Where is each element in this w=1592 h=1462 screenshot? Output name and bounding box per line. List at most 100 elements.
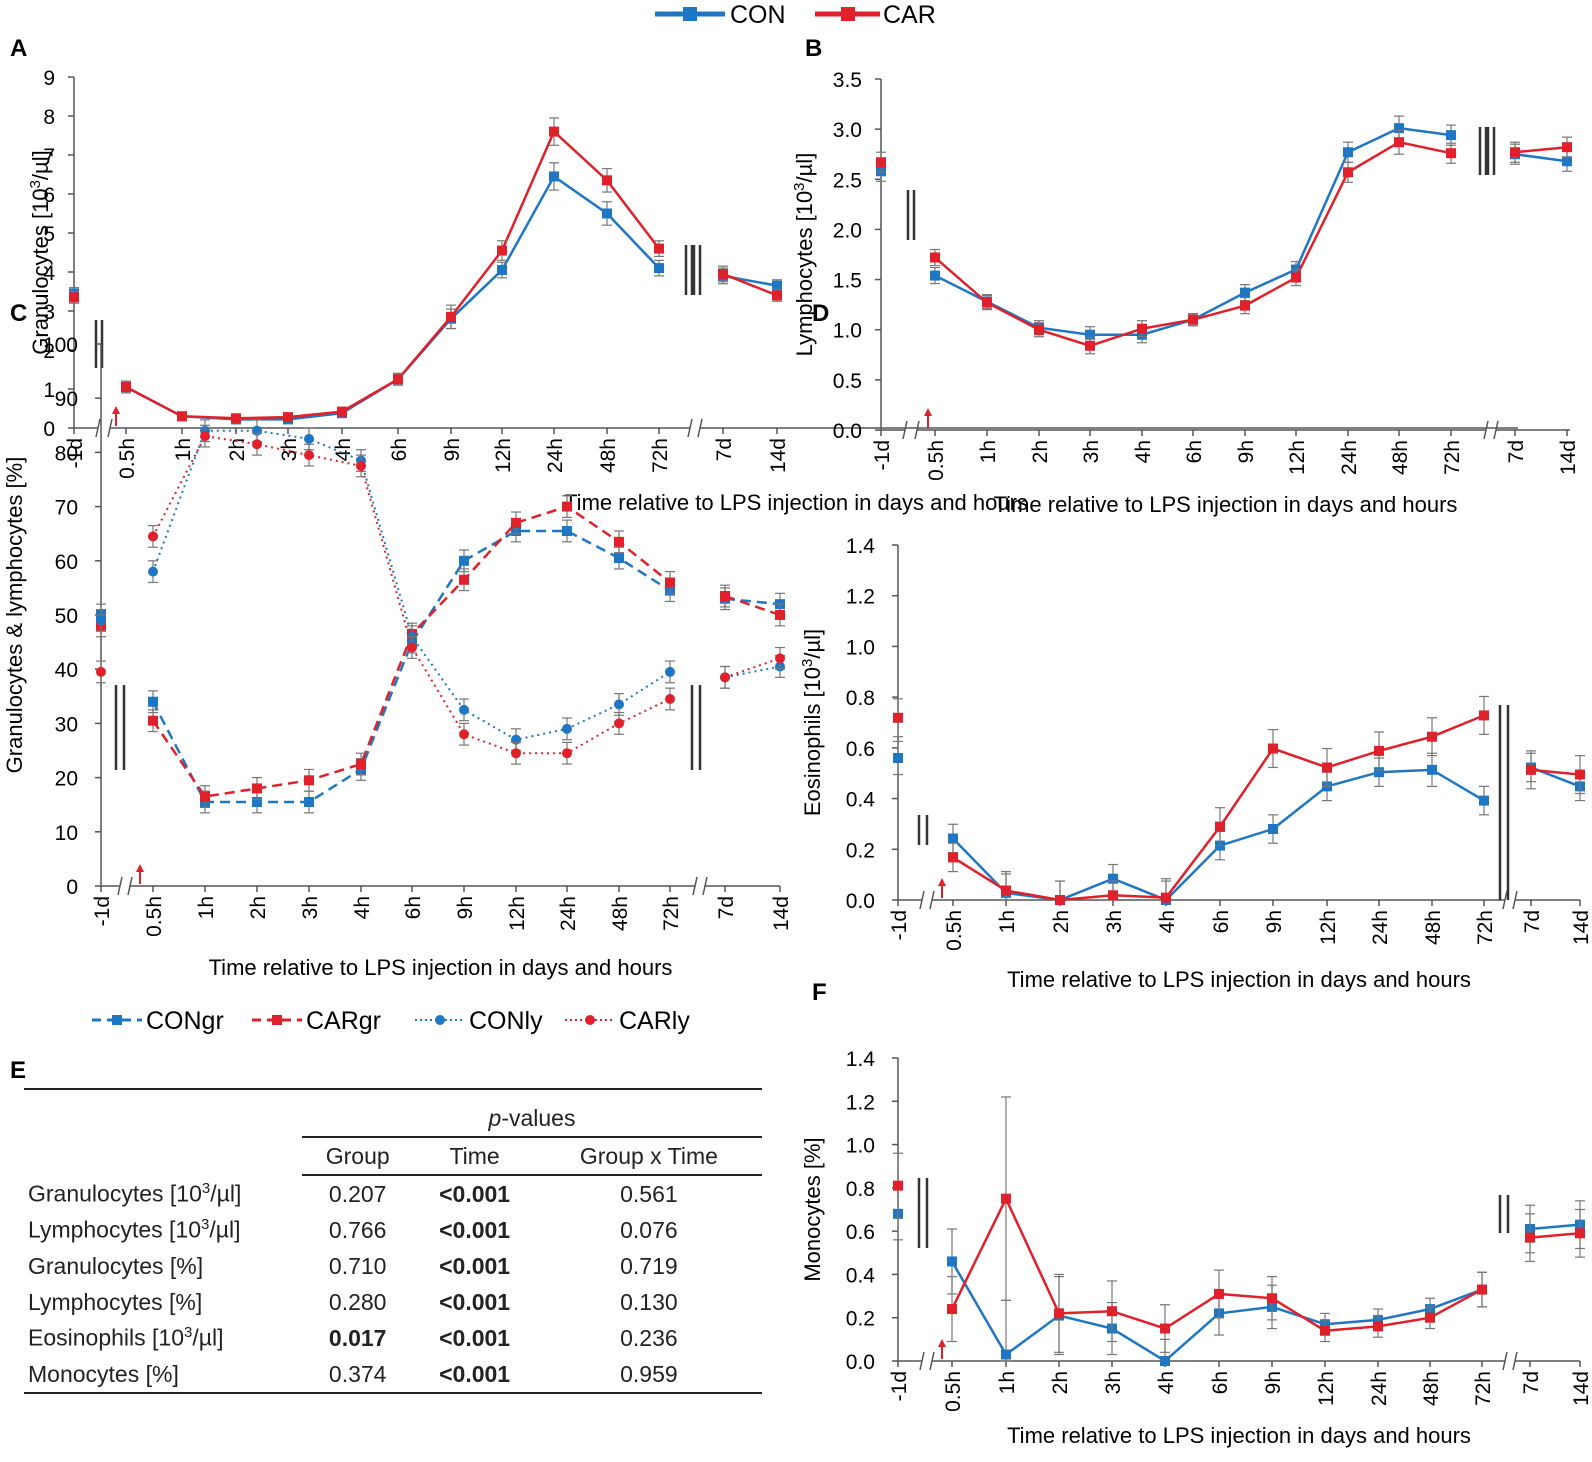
data-point: [200, 791, 210, 802]
data-point: [562, 501, 572, 512]
series-carly-line: [724, 657, 781, 679]
data-point: [459, 704, 469, 715]
data-point: [1267, 1293, 1277, 1304]
lps-arrow-icon: [938, 1339, 946, 1347]
data-point: [1479, 710, 1489, 721]
row-label-text: Lymphocytes [%]: [28, 1288, 203, 1315]
data-point: [1161, 892, 1171, 903]
row-label-sup: 3: [201, 1179, 211, 1197]
data-point: [148, 715, 158, 726]
x-tick-label: 48h: [1389, 440, 1412, 475]
x-tick-label: 7d: [1505, 440, 1528, 463]
x-tick-label: 0.5h: [116, 438, 139, 479]
y-tick-label: 0.5: [833, 370, 862, 393]
x-tick-label: 9h: [1263, 910, 1286, 933]
cell-time: <0.001: [439, 1252, 511, 1279]
legend-congr: CONgr: [92, 1007, 224, 1035]
data-point: [304, 450, 314, 461]
panel-label-a: A: [10, 35, 27, 62]
x-tick-label: 24h: [557, 896, 580, 931]
panel-a-chart: 0 1 2 3 4 5 6 7 8 9 -1d 0.5h 1h 2h 3h 4h 6h 9h 12h 24h 48h 72…: [27, 67, 1518, 515]
data-point: [562, 525, 572, 536]
x-tick-label: 6h: [1210, 910, 1233, 933]
axis-break-mark: [1493, 420, 1499, 440]
x-tick-label: 2h: [1050, 910, 1073, 933]
y-tick-label: 0.4: [846, 1264, 876, 1287]
x-tick-label: -1d: [888, 1371, 911, 1401]
y-tick-label: 4: [43, 262, 55, 285]
panel-label-e: E: [10, 1057, 26, 1084]
table-column-header-row: Group Time Group x Time: [24, 1137, 762, 1176]
series-carly-line: [152, 435, 671, 755]
row-label-sup: 3: [201, 1216, 210, 1234]
y-tick-label: 0.6: [846, 1221, 875, 1244]
data-point: [1477, 1284, 1487, 1295]
data-point: [1427, 731, 1437, 742]
data-point: [876, 157, 886, 168]
row-label-unit: /µl]: [192, 1324, 224, 1351]
data-point: [1575, 1228, 1585, 1239]
series-con-line: [934, 126, 1452, 336]
x-tick-label: 24h: [1338, 440, 1361, 475]
data-point: [1322, 762, 1332, 773]
series-car: [893, 1096, 1585, 1353]
cell-group-x-time: 0.130: [620, 1288, 678, 1315]
x-tick-label: 12h: [1317, 910, 1340, 945]
y-tick-label: 1.2: [846, 1091, 875, 1114]
series-conly-line: [152, 429, 671, 741]
data-point: [549, 171, 559, 182]
data-point: [1055, 895, 1065, 905]
y-tick-label: 0.0: [833, 420, 862, 443]
x-tick-label: 6h: [388, 438, 411, 461]
axis-break-mark: [127, 876, 133, 896]
data-point: [177, 411, 187, 422]
x-tick-label: 1h: [977, 440, 1000, 463]
data-point: [1394, 123, 1404, 134]
legend-conly-marker: [435, 1015, 445, 1025]
legend-cargr-label: CARgr: [306, 1007, 381, 1035]
data-point: [1034, 324, 1044, 335]
data-point: [654, 243, 664, 254]
y-tick-label: 0.8: [846, 1178, 875, 1201]
table-row: Granulocytes [%] 0.710 <0.001 0.719: [24, 1248, 762, 1284]
y-tick-label: 0.0: [846, 1351, 875, 1374]
data-point: [1374, 767, 1384, 778]
axis-break-mark: [687, 418, 693, 438]
axis-break-mark: [1483, 420, 1489, 440]
x-tick-label: 24h: [1368, 1371, 1391, 1406]
data-point: [252, 439, 262, 450]
cell-group-x-time: 0.959: [535, 1356, 762, 1394]
x-tick-label: 0.5h: [925, 440, 948, 481]
y-tick-label: 0.4: [846, 789, 876, 812]
y-tick-label: 50: [55, 605, 78, 628]
x-tick-label: 12h: [506, 896, 529, 931]
y-tick-label: 2.0: [833, 219, 862, 242]
y-tick-label: 1.0: [846, 1135, 875, 1158]
y-tick-label: 0.0: [846, 890, 875, 913]
axis-break-mark: [1512, 1351, 1518, 1371]
x-tick-label: 24h: [1369, 910, 1392, 945]
x-tick-label: 72h: [1441, 440, 1464, 475]
y-axis-label-sup: 3: [791, 182, 808, 190]
axis-break-mark: [1502, 890, 1508, 910]
data-point: [893, 712, 903, 723]
legend-congr-label: CONgr: [146, 1007, 224, 1035]
data-point: [1394, 137, 1404, 148]
panel-b-chart: 0.0 0.5 1.0 1.5 2.0 2.5 3.0 3.5 -1d 0.5h 1h 2h 3h 4h 6…: [791, 69, 1580, 517]
row-label-sup: 3: [184, 1324, 193, 1342]
x-tick-label: 2h: [226, 438, 249, 461]
data-point: [930, 252, 940, 263]
y-axis-label: Eosinophils [103/µl]: [799, 629, 825, 816]
y-tick-label: 40: [55, 659, 78, 682]
x-tick-label: 0.5h: [143, 896, 166, 937]
series-carly: [96, 424, 785, 765]
data-point: [1446, 130, 1456, 141]
data-point: [1479, 795, 1489, 806]
data-point: [665, 577, 675, 588]
x-tick-label: 12h: [1315, 1371, 1338, 1406]
y-axis-label-sup: 3: [27, 180, 44, 188]
data-point: [96, 615, 106, 626]
data-point: [1562, 142, 1572, 153]
